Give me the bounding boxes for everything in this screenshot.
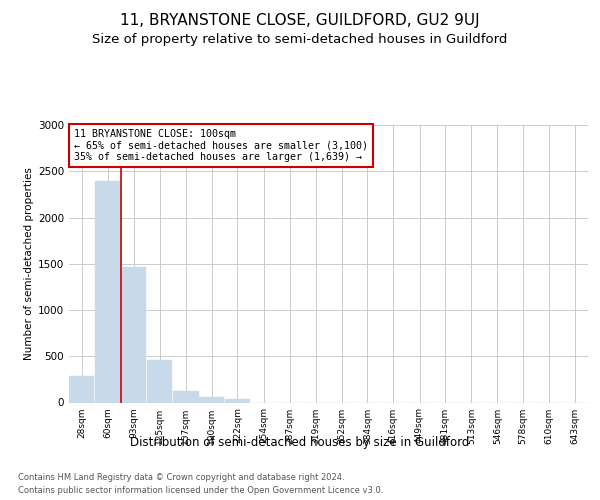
Bar (122, 268, 146, 402)
Text: 11 BRYANSTONE CLOSE: 100sqm
← 65% of semi-detached houses are smaller (3,100)
35: 11 BRYANSTONE CLOSE: 100sqm ← 65% of sem… (74, 129, 368, 162)
Bar (70, 376, 94, 402)
Bar (95, 182, 121, 402)
Y-axis label: Number of semi-detached properties: Number of semi-detached properties (24, 168, 34, 360)
Bar (199, 397, 224, 402)
Text: Contains HM Land Registry data © Crown copyright and database right 2024.: Contains HM Land Registry data © Crown c… (18, 472, 344, 482)
Text: Contains public sector information licensed under the Open Government Licence v3: Contains public sector information licen… (18, 486, 383, 495)
Text: Size of property relative to semi-detached houses in Guildford: Size of property relative to semi-detach… (92, 32, 508, 46)
Text: Distribution of semi-detached houses by size in Guildford: Distribution of semi-detached houses by … (130, 436, 470, 449)
Text: 11, BRYANSTONE CLOSE, GUILDFORD, GU2 9UJ: 11, BRYANSTONE CLOSE, GUILDFORD, GU2 9UJ (120, 12, 480, 28)
Bar (225, 400, 250, 402)
Bar (147, 360, 172, 403)
Bar (173, 392, 199, 402)
